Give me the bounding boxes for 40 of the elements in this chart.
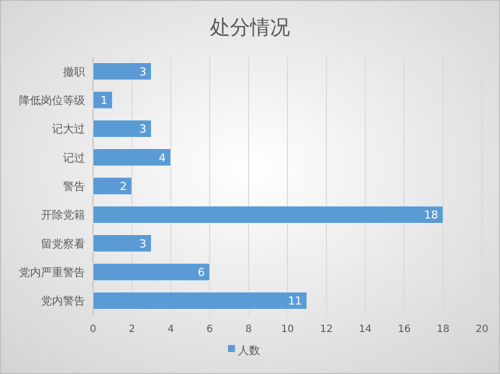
x-tick-label: 14 xyxy=(358,324,372,335)
x-tick-label: 8 xyxy=(245,324,252,335)
data-label: 18 xyxy=(424,208,438,222)
y-tick-label: 警告 xyxy=(63,180,85,193)
chart-title: 处分情况 xyxy=(210,15,290,39)
data-label: 3 xyxy=(139,65,146,78)
x-tick-label: 20 xyxy=(476,324,488,335)
legend: 人数 xyxy=(228,344,260,357)
bar xyxy=(92,177,132,195)
x-tick-label: 2 xyxy=(128,324,136,335)
y-tick-label: 党内警告 xyxy=(41,294,85,308)
x-tick-label: 16 xyxy=(398,324,411,335)
x-tick-label: 4 xyxy=(168,324,174,335)
x-tick-label: 0 xyxy=(90,324,96,335)
data-label: 3 xyxy=(139,237,146,250)
x-tick-label: 6 xyxy=(206,324,213,335)
y-tick-label: 记过 xyxy=(63,151,85,164)
y-tick-label: 留党察看 xyxy=(41,237,85,250)
data-label: 4 xyxy=(158,151,166,164)
bar xyxy=(92,120,152,138)
bar xyxy=(92,62,152,80)
data-label: 6 xyxy=(198,266,205,279)
bar xyxy=(92,148,172,166)
bar xyxy=(92,234,152,252)
bar xyxy=(92,91,113,109)
bar xyxy=(92,206,444,224)
x-tick-label: 10 xyxy=(281,324,294,335)
y-tick-label: 记大过 xyxy=(52,122,85,136)
data-label: 2 xyxy=(120,180,127,193)
bar xyxy=(92,263,210,281)
y-tick-label: 撤职 xyxy=(63,65,85,78)
data-label: 11 xyxy=(288,294,302,308)
bar xyxy=(92,292,308,310)
y-tick-label: 开除党籍 xyxy=(41,208,85,222)
x-tick-label: 12 xyxy=(320,324,333,335)
data-label: 1 xyxy=(100,94,108,107)
y-tick-label: 降低岗位等级 xyxy=(19,94,85,107)
data-label: 3 xyxy=(139,122,146,136)
y-tick-label: 党内严重警告 xyxy=(19,266,85,279)
x-tick-label: 18 xyxy=(436,324,450,335)
